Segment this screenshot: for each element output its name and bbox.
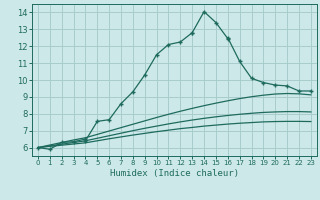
X-axis label: Humidex (Indice chaleur): Humidex (Indice chaleur) xyxy=(110,169,239,178)
